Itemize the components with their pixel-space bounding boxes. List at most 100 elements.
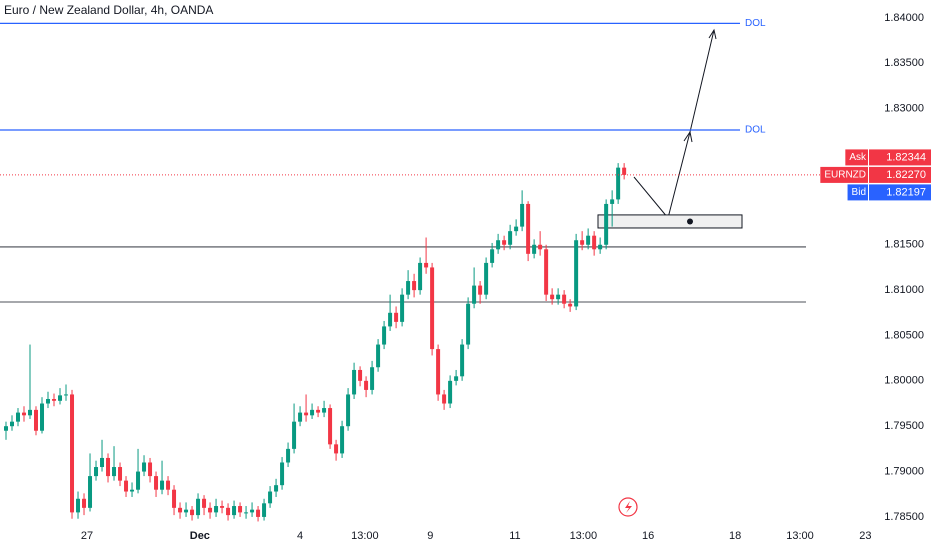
candle-body <box>538 244 543 250</box>
candle-body <box>472 285 477 304</box>
candle-body <box>460 344 465 377</box>
quote-value: 1.82270 <box>886 169 926 181</box>
candle-body <box>376 344 381 368</box>
quote-value-bg <box>869 166 931 183</box>
candle-body <box>490 249 495 263</box>
candle-body <box>124 480 129 492</box>
candle-body <box>4 426 9 431</box>
candle-body <box>196 498 201 516</box>
candle-body <box>292 421 297 449</box>
candle-body <box>40 403 45 431</box>
candle-body <box>160 480 165 490</box>
candle-body <box>364 380 369 390</box>
candle-body <box>112 467 117 477</box>
candle-body <box>568 303 573 307</box>
candle-body <box>214 506 219 513</box>
candle-body <box>496 240 501 250</box>
candle-body <box>478 285 483 295</box>
candle-body <box>178 507 183 513</box>
candle-body <box>22 412 27 416</box>
candle-body <box>562 294 567 304</box>
candle-body <box>16 412 21 422</box>
candle-body <box>502 240 507 245</box>
zone-box <box>597 214 743 229</box>
candle-body <box>118 467 123 481</box>
candle-body <box>52 398 57 401</box>
axis-bg <box>872 0 932 550</box>
candle-body <box>448 380 453 404</box>
x-tick-label: Dec <box>190 530 210 542</box>
y-tick-label: 1.80500 <box>884 329 924 341</box>
quote-name: EURNZD <box>824 170 866 181</box>
candle-body <box>622 167 627 175</box>
candle-body <box>82 498 87 508</box>
candle-body <box>184 509 189 513</box>
candle-body <box>250 509 255 513</box>
candle-body <box>370 367 375 390</box>
candle-body <box>46 398 51 404</box>
candle-body <box>358 369 363 381</box>
quote-tag: Bid 1.82197 <box>847 184 931 201</box>
quote-value: 1.82344 <box>886 151 926 163</box>
quote-name-bg <box>845 149 868 166</box>
candle-body <box>394 312 399 322</box>
quote-value: 1.82197 <box>886 186 926 198</box>
candle-body <box>256 509 261 517</box>
candle-body <box>190 509 195 516</box>
candle-body <box>262 503 267 517</box>
candle-body <box>280 462 285 486</box>
lightning-icon <box>618 497 638 517</box>
quote-value-bg <box>869 184 931 201</box>
quote-name-bg <box>847 184 868 201</box>
candle-body <box>220 506 225 508</box>
y-tick-label: 1.83000 <box>884 103 924 115</box>
candle-body <box>238 506 243 513</box>
x-tick-label: 9 <box>427 530 433 542</box>
candle-body <box>574 240 579 307</box>
candle-body <box>148 462 153 477</box>
candle-body <box>592 235 597 250</box>
quote-name: Ask <box>849 152 867 163</box>
candle-body <box>10 421 15 427</box>
candle-body <box>166 480 171 490</box>
candle-body <box>226 507 231 516</box>
x-tick-label: 13:00 <box>570 530 598 542</box>
candle-body <box>556 294 561 300</box>
y-tick-label: 1.81500 <box>884 239 924 251</box>
candle-body <box>604 203 609 245</box>
candle-body <box>346 394 351 427</box>
quote-name: Bid <box>852 187 866 198</box>
zone-marker <box>687 218 693 225</box>
candle-body <box>586 235 591 245</box>
x-tick-label: 13:00 <box>786 530 814 542</box>
candle-body <box>424 262 429 268</box>
candle-body <box>430 267 435 350</box>
candle-body <box>484 262 489 295</box>
candle-body <box>508 231 513 245</box>
candle-body <box>520 203 525 227</box>
candle-body <box>382 326 387 345</box>
x-tick-label: 23 <box>859 530 871 542</box>
candle-body <box>286 448 291 463</box>
candle-body <box>136 471 141 490</box>
candle-body <box>202 498 207 508</box>
x-tick-label: 16 <box>642 530 654 542</box>
x-tick-label: 13:00 <box>351 530 379 542</box>
candle-body <box>436 349 441 395</box>
candle-body <box>142 462 147 472</box>
quote-tag: EURNZD 1.82270 <box>820 166 931 183</box>
candle-body <box>268 491 273 504</box>
x-tick-label: 4 <box>297 530 303 542</box>
chart-title: Euro / New Zealand Dollar, 4h, OANDA <box>4 3 213 17</box>
candle-body <box>274 485 279 492</box>
candle-body <box>310 409 315 416</box>
candle-body <box>514 226 519 232</box>
arrow-path <box>689 29 715 133</box>
candle-body <box>232 506 237 516</box>
target-label: DOL <box>745 18 766 29</box>
y-tick-label: 1.84000 <box>884 12 924 24</box>
candle-body <box>106 457 111 477</box>
candle-body <box>298 412 303 422</box>
icon-bolt <box>625 501 632 513</box>
